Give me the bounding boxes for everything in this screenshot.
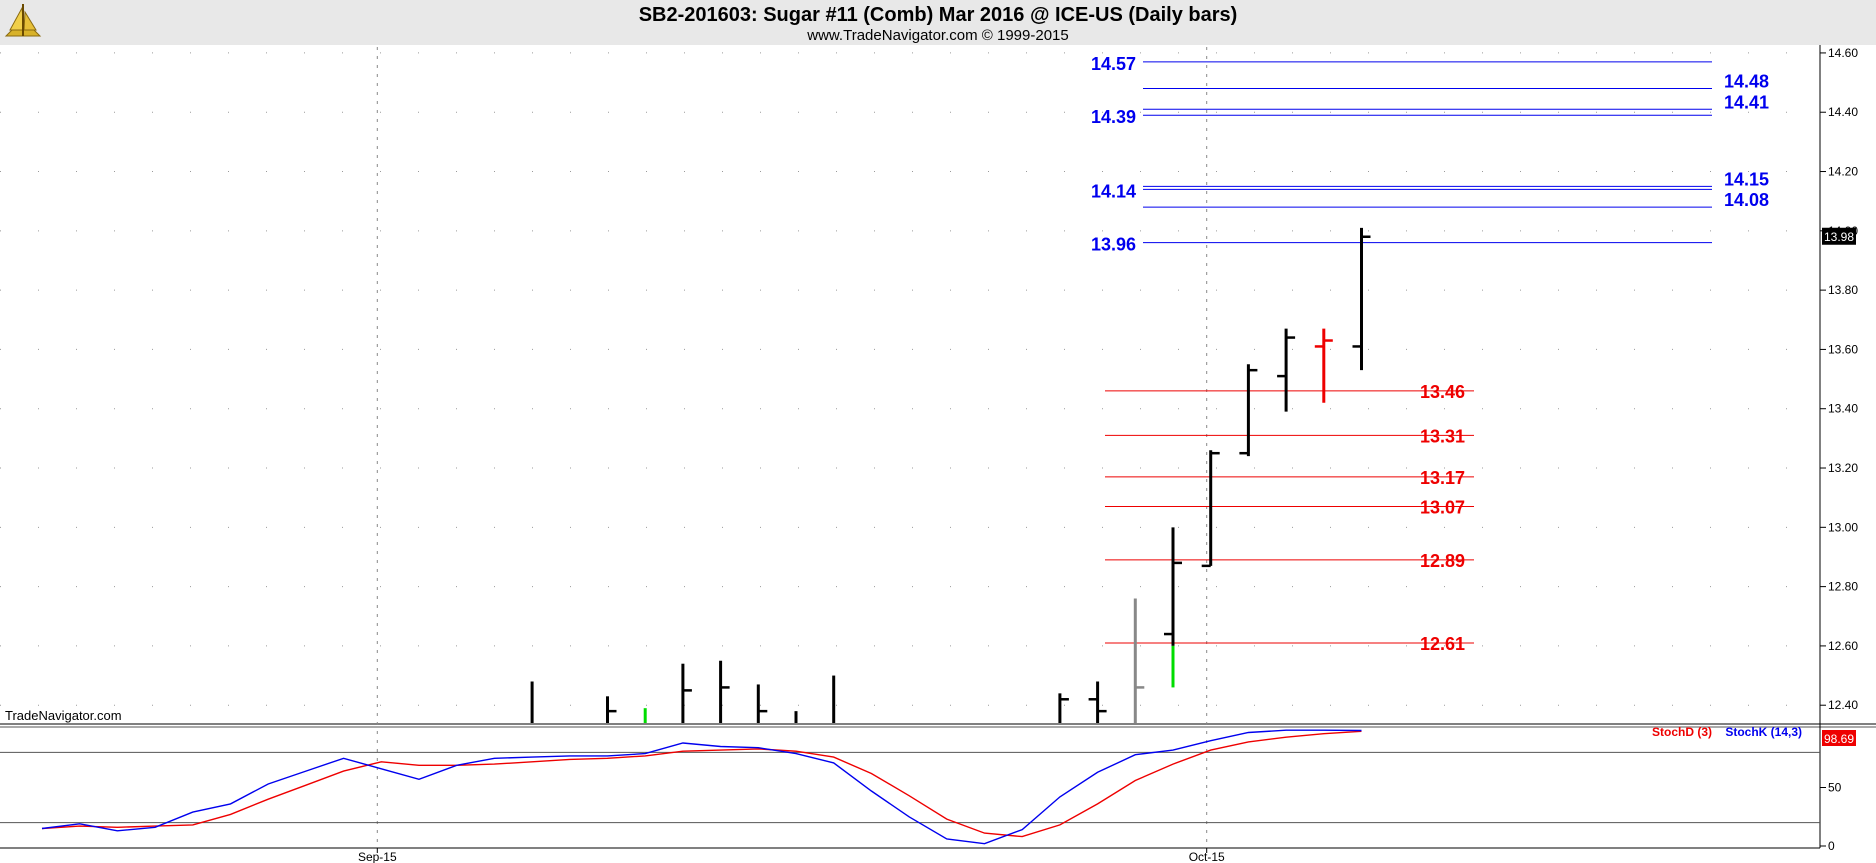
- support-label-5: 12.61: [1420, 634, 1465, 654]
- legend-stochk: StochK (14,3): [1725, 725, 1802, 739]
- stoch-tick-label-1: 0: [1828, 839, 1835, 853]
- resistance-label-1: 14.48: [1724, 72, 1769, 92]
- resistance-label-4: 14.15: [1724, 169, 1769, 189]
- ohlc-bar-8: [1058, 693, 1069, 723]
- ohlc-bar-5: [756, 684, 768, 723]
- ohlc-bar-10: [1133, 598, 1145, 723]
- resistance-label-6: 14.08: [1724, 190, 1769, 210]
- resistance-label-7: 13.96: [1091, 235, 1136, 255]
- ohlc-bar-14: [1277, 328, 1296, 412]
- y-tick-label-6: 13.40: [1828, 402, 1858, 416]
- header-band: [0, 0, 1876, 45]
- y-tick-label-7: 13.20: [1828, 461, 1858, 475]
- resistance-label-3: 14.39: [1091, 107, 1136, 127]
- y-tick-label-10: 12.60: [1828, 639, 1858, 653]
- support-label-4: 12.89: [1420, 551, 1465, 571]
- last-price-badge: 13.98: [1822, 227, 1856, 245]
- ohlc-bar-11: [1164, 527, 1182, 688]
- support-label-2: 13.17: [1420, 468, 1465, 488]
- y-tick-label-0: 14.60: [1828, 46, 1858, 60]
- resistance-label-2: 14.41: [1724, 92, 1769, 112]
- brand-watermark: TradeNavigator.com: [5, 708, 122, 723]
- stoch-last-badge: 98.69: [1822, 730, 1856, 746]
- ohlc-bar-16: [1352, 227, 1371, 371]
- y-tick-label-9: 12.80: [1828, 580, 1858, 594]
- legend-stochd: StochD (3): [1652, 725, 1712, 739]
- stochd-line: [41, 730, 1362, 838]
- ohlc-bar-13: [1239, 364, 1258, 457]
- resistance-label-0: 14.57: [1091, 54, 1136, 74]
- chart-subtitle: www.TradeNavigator.com © 1999-2015: [806, 27, 1068, 44]
- ohlc-bar-12: [1201, 450, 1220, 568]
- support-label-3: 13.07: [1420, 498, 1465, 518]
- y-tick-label-2: 14.20: [1828, 165, 1858, 179]
- stochk-line: [41, 729, 1362, 845]
- y-tick-label-5: 13.60: [1828, 342, 1858, 356]
- stoch-last-value: 98.69: [1824, 732, 1854, 746]
- stoch-tick-label-0: 50: [1828, 781, 1842, 795]
- trade-navigator-logo-icon: [4, 4, 42, 37]
- ohlc-bar-4: [719, 660, 730, 723]
- resistance-label-5: 14.14: [1091, 181, 1136, 201]
- x-tick-label-0: Sep-15: [358, 850, 397, 863]
- support-label-1: 13.31: [1420, 426, 1465, 446]
- y-tick-label-4: 13.80: [1828, 283, 1858, 297]
- ohlc-bar-3: [681, 663, 692, 723]
- x-tick-label-1: Oct-15: [1189, 850, 1225, 863]
- support-label-0: 13.46: [1420, 382, 1465, 402]
- price-axis: 14.6014.4014.2014.0013.8013.6013.4013.20…: [1820, 46, 1858, 712]
- stochastic-pane: 50 0: [0, 729, 1842, 853]
- ohlc-bar-9: [1088, 681, 1107, 723]
- y-tick-label-8: 13.00: [1828, 520, 1858, 534]
- last-price-label: 13.98: [1824, 230, 1854, 244]
- ohlc-bar-15: [1314, 328, 1333, 403]
- ohlc-bar-1: [606, 696, 617, 723]
- y-tick-label-11: 12.40: [1828, 698, 1858, 712]
- chart-title: SB2-201603: Sugar #11 (Comb) Mar 2016 @ …: [639, 4, 1238, 26]
- price-bars: [530, 227, 1371, 723]
- y-tick-label-1: 14.40: [1828, 105, 1858, 119]
- price-pane: [0, 45, 1820, 725]
- x-axis: Sep-15 Oct-15: [358, 848, 1225, 863]
